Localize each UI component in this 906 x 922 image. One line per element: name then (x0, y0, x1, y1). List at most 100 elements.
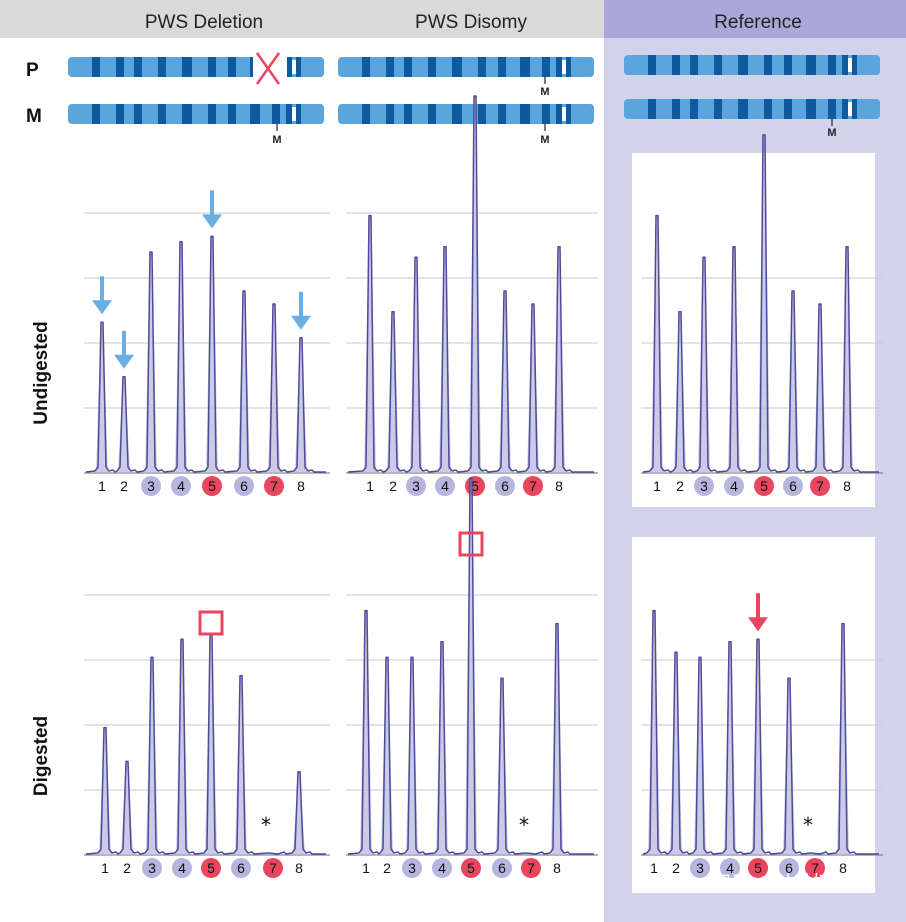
chromosome-band (714, 55, 722, 75)
peak-label-5: 5 (207, 860, 215, 876)
chromosome-band (806, 99, 816, 119)
trace-line (642, 134, 879, 473)
chromosome-band (250, 104, 260, 124)
trace-line (642, 609, 879, 855)
chromosome-band (498, 104, 506, 124)
deletion-cross-icon (255, 52, 281, 85)
peak-label-2: 2 (676, 478, 684, 494)
peak-label-5: 5 (760, 478, 768, 494)
peak-label-circle (201, 858, 221, 878)
peak-label-circle (234, 476, 254, 496)
trace-line (347, 95, 594, 473)
peak-label-7: 7 (270, 478, 278, 494)
chromosome-band (828, 55, 836, 75)
chromosome-band (228, 57, 236, 77)
chromosome-band (134, 104, 142, 124)
chromosome-band (286, 104, 292, 124)
chromosome-body (624, 99, 880, 119)
peak-label-7: 7 (529, 478, 537, 494)
peak-label-3: 3 (408, 860, 416, 876)
peak-label-7: 7 (811, 860, 819, 876)
chromosome-band (764, 55, 772, 75)
chromosome-band (842, 55, 848, 75)
peak-label-circle (690, 858, 710, 878)
peak-label-4: 4 (441, 478, 449, 494)
chromosome-band (116, 104, 124, 124)
peak-label-1: 1 (98, 478, 106, 494)
down-arrow-icon (202, 190, 222, 229)
peak-label-6: 6 (785, 860, 793, 876)
peak-label-5: 5 (471, 478, 479, 494)
peak-label-circle (172, 858, 192, 878)
peak-label-circle (171, 476, 191, 496)
peak-label-circle (231, 858, 251, 878)
peak-label-circle (748, 858, 768, 878)
peak-label-6: 6 (501, 478, 509, 494)
peak-label-4: 4 (726, 860, 734, 876)
down-arrow-icon (748, 593, 768, 632)
chromosome-disomy-maternal (338, 104, 594, 124)
peak-label-circle (523, 476, 543, 496)
chromosome-band (828, 99, 836, 119)
peak-label-circle (810, 476, 830, 496)
chromosome-band (158, 104, 166, 124)
chromosome-band (272, 104, 280, 124)
peak-label-3: 3 (412, 478, 420, 494)
chromosome-band (738, 99, 748, 119)
chromosome-band (92, 104, 100, 124)
peak-label-6: 6 (498, 860, 506, 876)
centromere (848, 58, 852, 72)
peak-label-circle (783, 476, 803, 496)
peak-label-2: 2 (383, 860, 391, 876)
chromosome-band (116, 57, 124, 77)
peak-label-3: 3 (148, 860, 156, 876)
chromosome-band (404, 104, 412, 124)
chromosome-short-arm (296, 57, 324, 77)
chromosome-band (542, 57, 550, 77)
peak-label-8: 8 (553, 860, 561, 876)
peak-label-circle (142, 858, 162, 878)
trace-line (347, 477, 594, 855)
peak-label-4: 4 (438, 860, 446, 876)
peak-label-5: 5 (467, 860, 475, 876)
watermark: 知乎 @钟秋婕 (712, 872, 832, 894)
reference-undigested-panel (632, 153, 875, 507)
peak-label-circle (406, 476, 426, 496)
chromosome-band (672, 99, 680, 119)
peak-label-1: 1 (653, 478, 661, 494)
chromosome-band (386, 104, 394, 124)
chromosome-deletion-maternal (68, 104, 324, 124)
chromosome-band (228, 104, 236, 124)
peak-label-circle (141, 476, 161, 496)
chromosome-band (404, 57, 412, 77)
peak-label-circle (720, 858, 740, 878)
centromere (292, 107, 296, 121)
chromosome-band (842, 99, 848, 119)
peak-label-6: 6 (237, 860, 245, 876)
peak-label-1: 1 (650, 860, 658, 876)
chromosome-band (852, 55, 857, 75)
chromosome-band (738, 55, 748, 75)
peak-label-circle (754, 476, 774, 496)
peak-label-circle (264, 476, 284, 496)
chromosome-band (296, 57, 301, 77)
peak-label-7: 7 (269, 860, 277, 876)
chromosome-band (648, 55, 656, 75)
missing-peak-asterisk: * (261, 813, 271, 837)
peak-label-2: 2 (389, 478, 397, 494)
chromosome-band (648, 99, 656, 119)
peak-label-4: 4 (730, 478, 738, 494)
chromosome-reference-paternal (624, 55, 880, 75)
peak-label-circle (805, 858, 825, 878)
chromosome-short-arm (296, 104, 324, 124)
chromosome-band (764, 99, 772, 119)
chromosome-short-arm (852, 55, 880, 75)
peak-label-2: 2 (672, 860, 680, 876)
chromosome-band (286, 57, 292, 77)
down-arrow-icon (291, 291, 311, 330)
peak-label-circle (495, 476, 515, 496)
chromosome-short-arm (566, 104, 594, 124)
chromosome-reference-maternal (624, 99, 880, 119)
